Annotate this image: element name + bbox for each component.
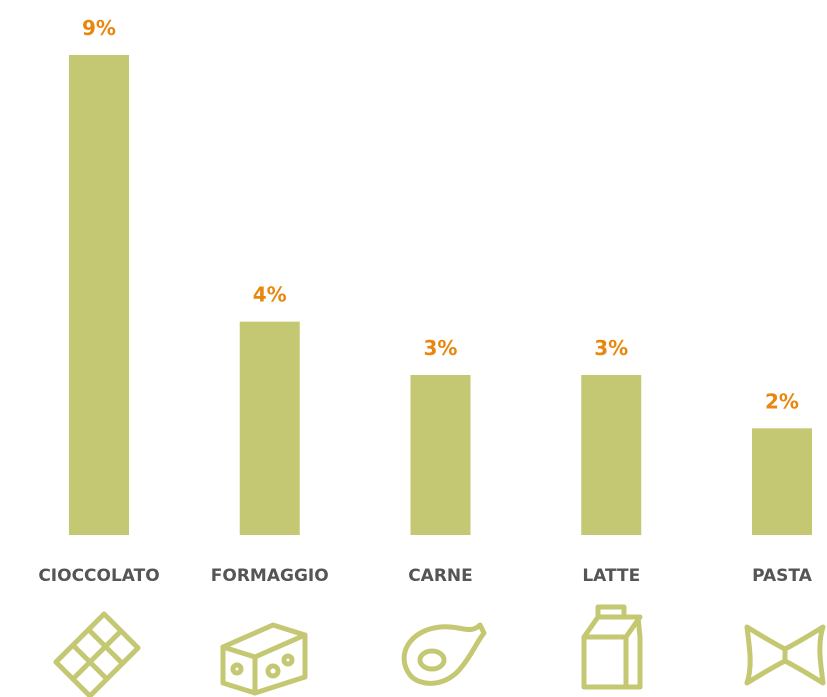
value-label: 3% <box>424 336 458 360</box>
bar <box>410 375 471 535</box>
value-label: 9% <box>82 16 116 40</box>
meat-icon <box>401 622 487 686</box>
bar <box>752 428 812 535</box>
category-label: FORMAGGIO <box>211 566 329 586</box>
value-label: 3% <box>594 336 628 360</box>
bar <box>581 375 642 535</box>
bar <box>239 321 300 535</box>
value-label: 4% <box>253 283 287 307</box>
cheese-icon <box>220 622 308 696</box>
pasta-icon <box>744 624 826 686</box>
chocolate-icon <box>53 611 141 697</box>
category-label: LATTE <box>582 566 640 586</box>
category-label: CARNE <box>408 566 473 586</box>
icons <box>53 604 826 697</box>
bar <box>69 55 129 535</box>
category-label: CIOCCOLATO <box>38 566 159 586</box>
category-label: PASTA <box>752 566 813 586</box>
value-label: 2% <box>765 389 799 413</box>
milk-icon <box>581 604 643 690</box>
